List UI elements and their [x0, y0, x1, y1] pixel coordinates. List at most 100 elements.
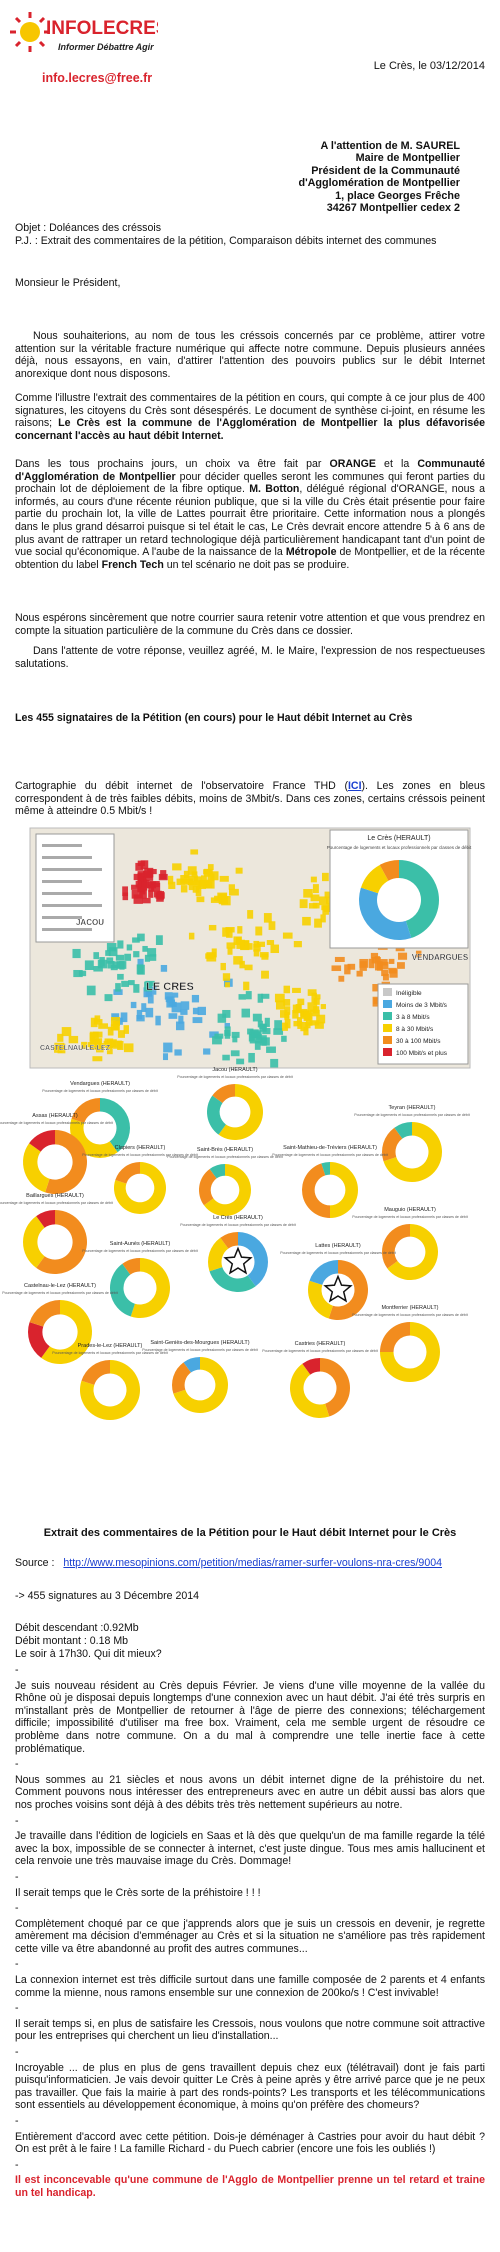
map-cell	[167, 875, 174, 885]
map-cell	[163, 1042, 173, 1053]
map-cell	[207, 864, 214, 871]
map-cell	[54, 1047, 63, 1053]
legend-label: 100 Mbit/s et plus	[396, 1050, 448, 1057]
map-cell	[356, 970, 363, 977]
separator: -	[15, 2002, 19, 2015]
map-cell	[209, 1031, 219, 1038]
map-panel-line	[42, 928, 92, 931]
map-cell	[203, 1048, 211, 1055]
map-cell	[241, 1008, 251, 1018]
map-cell	[72, 948, 81, 959]
donut-caption: Pourcentage de logements et locaux profe…	[352, 1215, 467, 1219]
map-cell	[165, 996, 173, 1003]
map-cell	[73, 969, 83, 978]
map-cell	[261, 1037, 267, 1046]
map-cell	[222, 1009, 231, 1018]
map-cell	[174, 1049, 182, 1056]
map-figure: LE CRES JACOU VENDARGUES CASTELNAU-LE-LEZ Le…	[0, 827, 472, 1420]
map-cell	[149, 881, 160, 888]
map-cell	[158, 873, 168, 881]
separator: -	[15, 1870, 19, 1883]
map-cell	[172, 863, 182, 871]
donut-caption: Pourcentage de logements et locaux profe…	[177, 1075, 292, 1079]
text: Nous espérons sincèrement que notre cour…	[15, 612, 485, 637]
map-cell	[248, 1052, 255, 1063]
map-cell	[217, 1013, 227, 1023]
map-cell	[122, 886, 129, 897]
donut-caption: Pourcentage de logements et locaux profe…	[2, 1291, 117, 1295]
donut-segment	[308, 1280, 333, 1319]
map-cell	[117, 940, 124, 949]
map-cell	[147, 948, 157, 957]
text: et la	[375, 458, 418, 470]
source-link[interactable]: http://www.mesopinions.com/petition/medi…	[63, 1557, 442, 1569]
link[interactable]: ICI	[347, 780, 362, 792]
donut-title: Saint-Brès (HERAULT)	[197, 1147, 253, 1153]
donut-segment	[29, 1130, 55, 1152]
map-cell	[180, 1001, 190, 1010]
map-cell	[314, 918, 322, 928]
comment: La connexion internet est très difficile…	[15, 1974, 485, 1999]
map-cell	[334, 956, 345, 962]
map-cell	[236, 942, 244, 949]
map-cell	[311, 992, 317, 1003]
donut-title: Mauguio (HERAULT)	[384, 1207, 436, 1213]
donut-caption: Pourcentage de logements et locaux profe…	[167, 1155, 282, 1159]
inset-caption: Pourcentage de logements et locaux profe…	[327, 845, 472, 850]
map-cell	[119, 960, 125, 970]
map-cell	[93, 952, 100, 960]
logo-sun	[10, 12, 50, 52]
inset-title: Le Crès (HERAULT)	[367, 835, 430, 842]
donut-segment	[328, 1260, 369, 1320]
comment: Complètement choqué par ce que j'apprend…	[15, 1917, 485, 1955]
map-cell	[141, 881, 148, 891]
map-cell	[89, 1033, 96, 1041]
map-cell	[156, 892, 164, 902]
map-cell	[192, 1007, 200, 1015]
logo-name: INFOLECRES	[46, 18, 158, 39]
map-cell	[137, 958, 144, 968]
paragraph: Nous souhaiterions, au nom de tous les c…	[15, 330, 485, 380]
source: Source : http://www.mesopinions.com/peti…	[15, 1557, 485, 1570]
recipient-line: 1, place Georges Frêche	[335, 189, 460, 202]
donut-segment	[218, 1084, 263, 1141]
attachments: P.J. : Extrait des commentaires de la pé…	[15, 235, 437, 247]
map-cell	[245, 991, 252, 1000]
object: Objet : Doléances des créssois	[15, 222, 162, 234]
donut-segment	[114, 1162, 166, 1215]
recipient-line: Maire de Montpellier	[355, 152, 460, 165]
comments: - Je suis nouveau résident au Crès depuis…	[15, 1664, 485, 2203]
map-cell	[312, 884, 319, 894]
map-cell	[264, 1017, 270, 1027]
map-cell	[135, 862, 144, 871]
text: Nous souhaiterions, au nom de tous les c…	[15, 330, 485, 380]
donut-segment	[79, 1360, 140, 1420]
donut-segment	[207, 1095, 226, 1135]
map-cell	[313, 998, 320, 1005]
donut-segment	[321, 1162, 330, 1176]
map-cell	[178, 1015, 184, 1024]
text: Dans l'attente de votre réponse, veuille…	[15, 645, 485, 670]
map-cell	[98, 1023, 109, 1029]
text: , délégué régional d'ORANGE, nous a info…	[15, 483, 485, 559]
logo: INFOLECRES Informer Débattre Agir	[10, 12, 158, 52]
donut-segment	[81, 1360, 110, 1385]
map-cell	[284, 1018, 291, 1029]
donut-segment	[380, 1322, 440, 1383]
map-cell	[187, 875, 198, 886]
map-cell	[292, 1010, 299, 1019]
map-cell	[243, 981, 250, 991]
bold-text: Métropole	[285, 546, 337, 559]
donut-segment	[399, 859, 440, 939]
legend-swatch	[383, 1012, 392, 1020]
map-panel-line	[42, 844, 82, 847]
separator: -	[15, 1902, 19, 1915]
donut-title: Montferrier (HERAULT)	[381, 1305, 438, 1311]
recipient: A l'attention de M. SAUREL Maire de Montp…	[298, 140, 460, 214]
map-cell	[263, 913, 272, 923]
donut-segment	[100, 1098, 131, 1153]
comments-heading: Extrait des commentaires de la Pétition …	[43, 1527, 457, 1539]
map-cell	[138, 888, 147, 899]
map-cell	[302, 916, 311, 926]
